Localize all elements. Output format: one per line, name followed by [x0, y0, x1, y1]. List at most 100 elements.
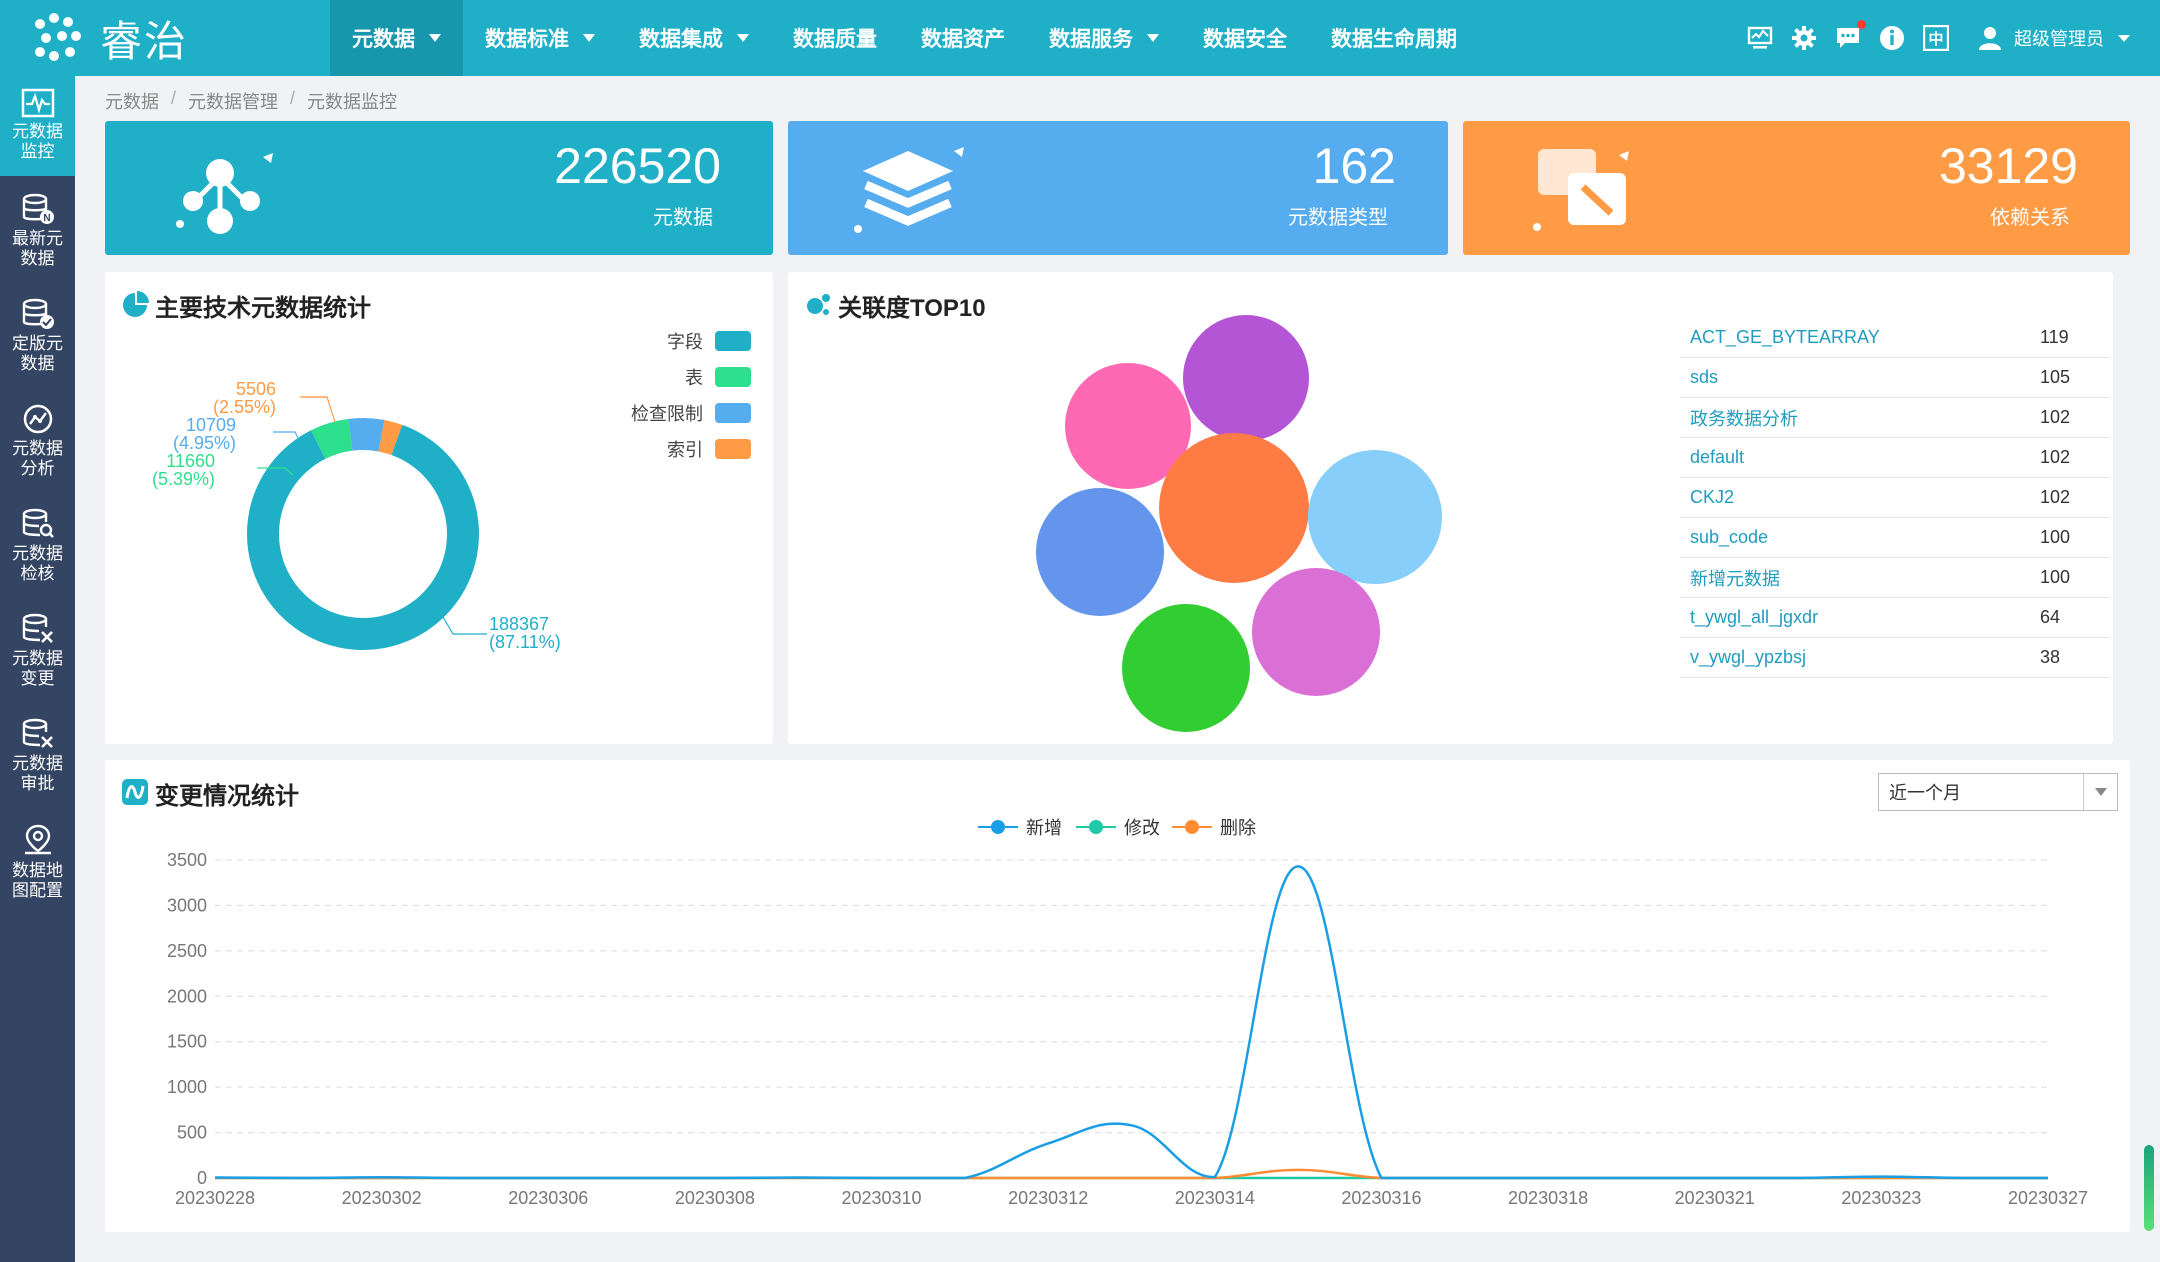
legend-item-modify[interactable]: 修改	[1076, 814, 1160, 840]
stat-card-metadata-types[interactable]: 162 元数据类型	[788, 121, 1448, 255]
user-name[interactable]: 超级管理员	[2014, 29, 2104, 49]
bubble[interactable]	[1159, 433, 1309, 583]
sidebar-item-label: 元数据变更	[12, 649, 63, 688]
stat-value: 162	[1312, 138, 1396, 194]
monitor-icon[interactable]	[1746, 24, 1774, 52]
sidebar-item-label: 最新元数据	[12, 229, 63, 268]
list-item-name[interactable]: v_ywgl_ypzbsj	[1690, 647, 1807, 667]
legend-item[interactable]: 表	[685, 364, 751, 390]
breadcrumb-item[interactable]: 元数据	[105, 92, 159, 112]
slice-field[interactable]	[246, 424, 479, 650]
breadcrumb: 元数据 / 元数据管理 / 元数据监控	[105, 88, 397, 114]
dropdown-button[interactable]	[2083, 774, 2117, 810]
slice-table[interactable]	[311, 418, 353, 459]
sidebar: 元数据监控 N 最新元数据 定版元数据 元数据分析 元数据检核 元数据变更 元数…	[0, 76, 75, 1262]
nav-label: 数据生命周期	[1331, 28, 1457, 51]
list-item[interactable]: 新增元数据 100	[1680, 558, 2110, 598]
pie-chart-icon	[123, 291, 149, 317]
nav-label: 数据安全	[1203, 28, 1287, 51]
list-item[interactable]: 政务数据分析 102	[1680, 398, 2110, 438]
list-item-name[interactable]: ACT_GE_BYTEARRAY	[1690, 327, 1880, 347]
bubble[interactable]	[1122, 604, 1250, 732]
sidebar-item-metadata-analysis[interactable]: 元数据分析	[0, 391, 75, 491]
legend-label: 新增	[1026, 818, 1062, 838]
nav-data-quality[interactable]: 数据质量	[771, 0, 899, 76]
sidebar-item-data-map-config[interactable]: 数据地图配置	[0, 811, 75, 931]
breadcrumb-separator: /	[171, 88, 177, 108]
sidebar-item-final-metadata[interactable]: 定版元数据	[0, 286, 75, 386]
chevron-down-icon[interactable]	[2118, 34, 2130, 42]
legend-swatch	[715, 331, 751, 351]
list-item[interactable]: v_ywgl_ypzbsj 38	[1680, 638, 2110, 678]
legend-item[interactable]: 索引	[667, 436, 751, 462]
sidebar-item-latest-metadata[interactable]: N 最新元数据	[0, 181, 75, 281]
list-item[interactable]: default 102	[1680, 438, 2110, 478]
legend-item[interactable]: 检查限制	[631, 400, 751, 426]
list-item-name[interactable]: t_ywgl_all_jgxdr	[1690, 607, 1819, 627]
nav-label: 数据标准	[485, 28, 569, 51]
list-item-value: 119	[2040, 327, 2069, 347]
chevron-down-icon	[737, 34, 749, 42]
slice-check[interactable]	[348, 418, 385, 452]
list-item-name[interactable]: sds	[1690, 367, 1719, 387]
header-tools: 中 超级管理员	[1730, 0, 2130, 76]
nav-label: 数据资产	[921, 28, 1005, 51]
stat-card-dependencies[interactable]: 33129 依赖关系	[1463, 121, 2130, 255]
period-select[interactable]: 近一个月	[1878, 773, 2118, 811]
bubble[interactable]	[1065, 363, 1191, 489]
chevron-down-icon	[1147, 34, 1159, 42]
nav-label: 数据质量	[793, 28, 877, 51]
sidebar-item-metadata-check[interactable]: 元数据检核	[0, 496, 75, 596]
legend-label: 字段	[667, 332, 703, 352]
list-item[interactable]: CKJ2 102	[1680, 478, 2110, 518]
legend-item-add[interactable]: 新增	[978, 814, 1062, 840]
nav-data-security[interactable]: 数据安全	[1181, 0, 1309, 76]
nav-metadata[interactable]: 元数据	[330, 0, 463, 76]
list-item[interactable]: sds 105	[1680, 358, 2110, 398]
list-item-value: 105	[2040, 367, 2071, 387]
list-item-name[interactable]: CKJ2	[1690, 487, 1735, 507]
list-item-name[interactable]: 政务数据分析	[1690, 408, 1798, 429]
nav-data-service[interactable]: 数据服务	[1027, 0, 1181, 76]
nav-label: 数据服务	[1049, 28, 1133, 51]
list-item[interactable]: t_ywgl_all_jgxdr 64	[1680, 598, 2110, 638]
nav-data-standard[interactable]: 数据标准	[463, 0, 617, 76]
list-item-name[interactable]: 新增元数据	[1690, 568, 1780, 589]
scroll-indicator[interactable]	[2144, 1145, 2154, 1231]
legend-swatch	[715, 403, 751, 423]
stat-card-metadata[interactable]: 226520 元数据	[105, 121, 773, 255]
chevron-down-icon	[429, 34, 441, 42]
bubble[interactable]	[1308, 450, 1442, 584]
message-icon[interactable]	[1834, 20, 1866, 52]
app-logo[interactable]: 睿治	[30, 8, 188, 68]
sidebar-item-metadata-monitor[interactable]: 元数据监控	[0, 76, 75, 176]
stat-label: 依赖关系	[1990, 207, 2070, 229]
nav-data-integration[interactable]: 数据集成	[617, 0, 771, 76]
language-icon[interactable]: 中	[1922, 24, 1950, 52]
gear-icon[interactable]	[1790, 24, 1818, 52]
bubble[interactable]	[1252, 568, 1380, 696]
list-item-value: 102	[2040, 407, 2071, 427]
list-item[interactable]: sub_code 100	[1680, 518, 2110, 558]
sidebar-item-metadata-change[interactable]: 元数据变更	[0, 601, 75, 701]
nav-data-lifecycle[interactable]: 数据生命周期	[1309, 0, 1479, 76]
sidebar-item-metadata-approval[interactable]: 元数据审批	[0, 706, 75, 806]
info-icon[interactable]	[1878, 24, 1906, 52]
leader-line-field	[442, 616, 487, 635]
chevron-down-icon	[583, 34, 595, 42]
slice-index[interactable]	[378, 419, 403, 455]
legend-item-delete[interactable]: 删除	[1172, 814, 1256, 840]
legend-item[interactable]: 字段	[667, 328, 751, 354]
bubble[interactable]	[1036, 488, 1164, 616]
breadcrumb-item[interactable]: 元数据管理	[188, 92, 279, 112]
list-item-name[interactable]: sub_code	[1690, 527, 1769, 547]
list-item-name[interactable]: default	[1690, 447, 1745, 467]
bubble-icon	[807, 294, 830, 315]
map-pin-icon	[24, 824, 51, 855]
list-item[interactable]: ACT_GE_BYTEARRAY 119	[1680, 318, 2110, 358]
svg-text:N: N	[43, 213, 50, 224]
db-approve-icon	[22, 718, 53, 748]
bubble[interactable]	[1183, 315, 1309, 441]
user-icon[interactable]	[1976, 24, 2004, 52]
nav-data-assets[interactable]: 数据资产	[899, 0, 1027, 76]
